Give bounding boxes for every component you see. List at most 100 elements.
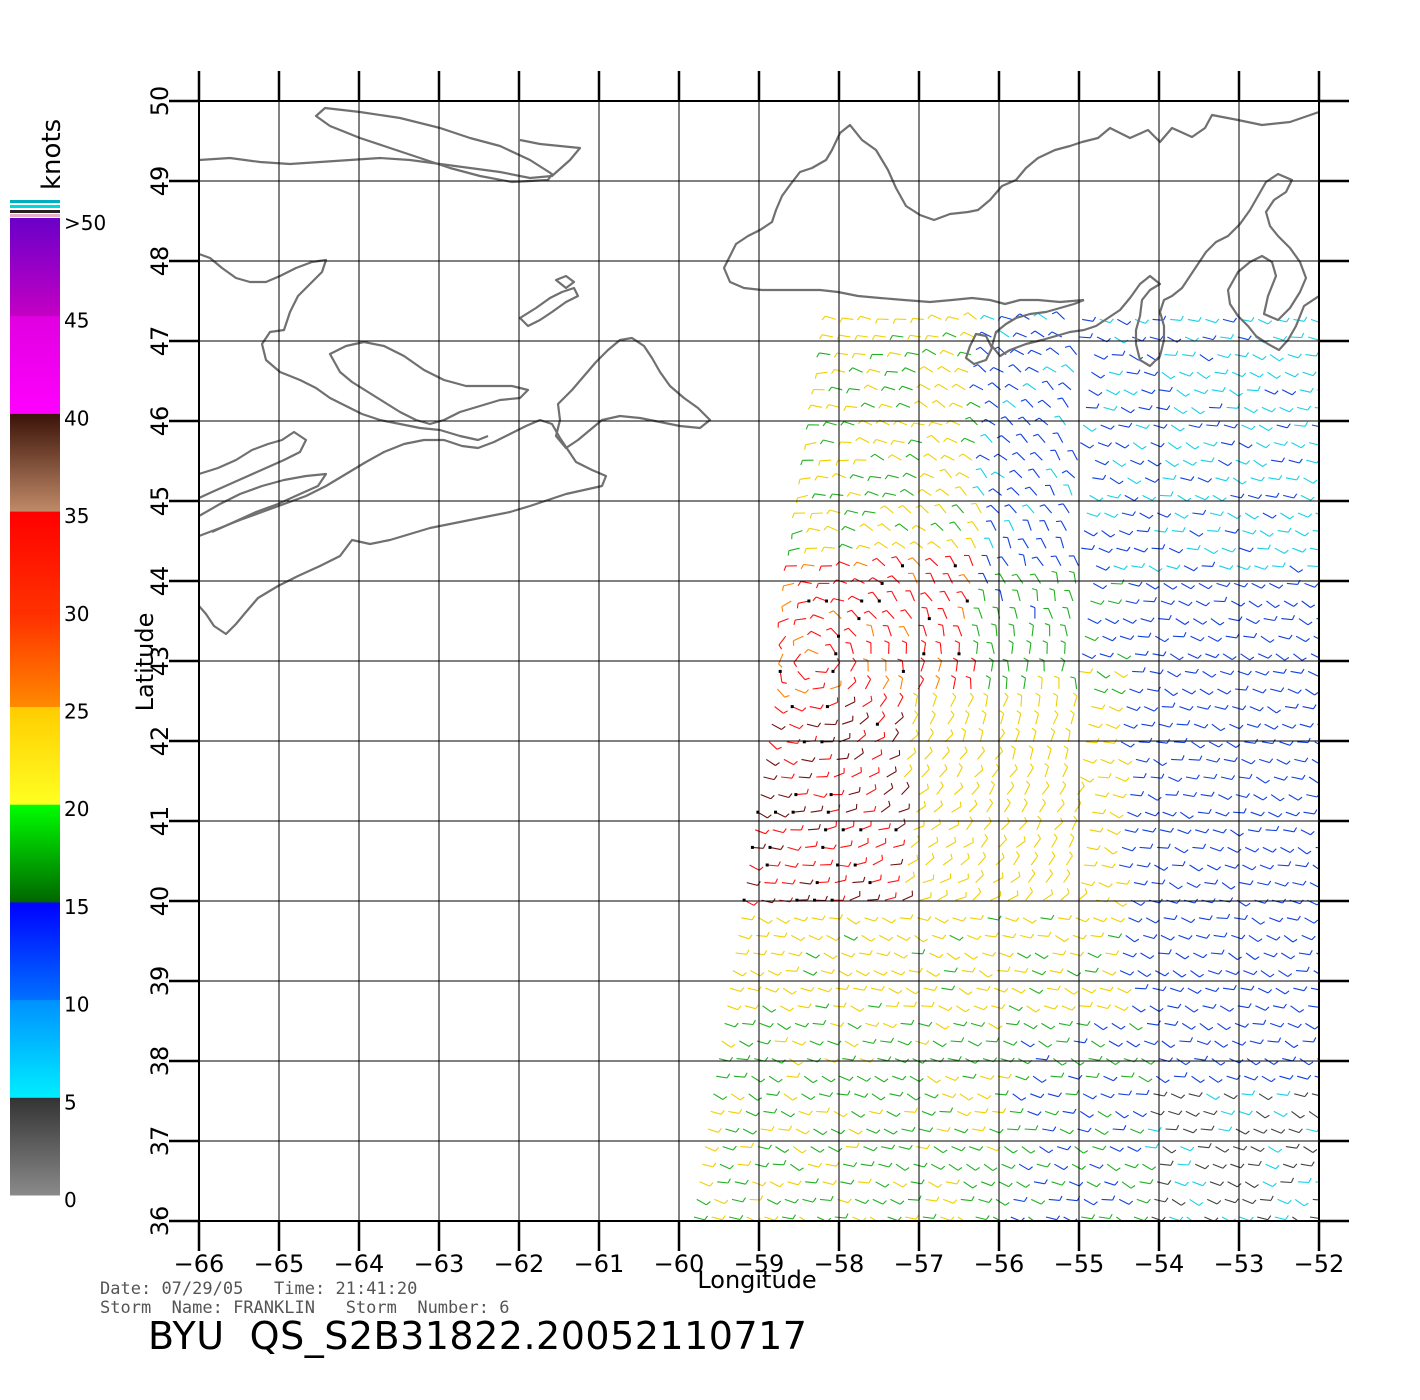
wind-barb-flag <box>802 1041 807 1046</box>
wind-barb-flag <box>874 784 877 790</box>
wind-barb-flag <box>863 658 869 661</box>
wind-barb-flag <box>847 1198 852 1204</box>
wind-barb-flag <box>767 1039 772 1045</box>
wind-barb <box>813 1128 824 1136</box>
wind-barb <box>903 1005 915 1007</box>
wind-barb-flag <box>1234 1198 1239 1204</box>
wind-barb <box>1135 1093 1147 1096</box>
wind-barb-flag <box>1307 1074 1312 1080</box>
wind-barb <box>1082 758 1094 764</box>
wind-barb-flag <box>902 472 907 477</box>
wind-barb <box>968 1146 980 1151</box>
wind-barb-flag <box>1333 583 1336 587</box>
wind-barb <box>1043 520 1050 531</box>
colorbar-label: 40 <box>64 406 89 430</box>
wind-barb-flag <box>832 955 838 960</box>
wind-barb <box>1081 987 1093 994</box>
wind-barb-flag <box>1056 1215 1061 1221</box>
wind-barb <box>776 688 786 698</box>
wind-barb-flag <box>864 1093 869 1098</box>
coast-chaleur-nb <box>199 252 489 442</box>
wind-barb <box>714 1198 725 1205</box>
wind-barb <box>1046 987 1058 991</box>
wind-barb <box>863 523 874 532</box>
wind-barb <box>1110 917 1122 923</box>
wind-barb <box>1294 1198 1305 1207</box>
wind-barb-flag <box>1065 727 1071 732</box>
wind-barb <box>802 864 814 867</box>
wind-barb <box>1051 837 1058 848</box>
wind-barb-flag <box>1286 317 1290 323</box>
wind-barb-flag <box>1100 1043 1106 1048</box>
wind-barb-flag <box>944 316 949 322</box>
wind-barb-flag <box>906 781 910 787</box>
rain-flag <box>957 652 961 656</box>
wind-barb-flag <box>1311 935 1316 941</box>
time-label: Time: <box>274 1279 326 1299</box>
wind-barb <box>755 829 766 835</box>
wind-barb-flag <box>1134 828 1139 833</box>
wind-barb-flag <box>1029 451 1035 455</box>
wind-barb-flag <box>1310 604 1316 608</box>
wind-barb <box>1221 1216 1231 1221</box>
wind-barb-flag <box>858 786 861 792</box>
wind-barb-flag <box>1030 605 1036 609</box>
wind-barb <box>919 896 931 901</box>
wind-barb-flag <box>1288 527 1292 533</box>
wind-barb <box>1068 590 1074 602</box>
wind-barb-flag <box>887 575 893 579</box>
wind-barb <box>1089 1163 1100 1169</box>
wind-barb-flag <box>1163 423 1168 429</box>
wind-barb <box>1045 873 1053 883</box>
wind-barb-flag <box>958 763 963 768</box>
wind-barb <box>843 934 855 941</box>
wind-barb-flag <box>1029 763 1034 769</box>
wind-barb <box>1299 389 1311 393</box>
wind-barb <box>1068 837 1075 848</box>
wind-barb-flag <box>1254 956 1260 960</box>
wind-barb-flag <box>796 966 800 972</box>
wind-barb-flag <box>1304 532 1310 537</box>
wind-barb <box>889 1093 901 1097</box>
wind-barb <box>1164 1022 1176 1026</box>
wind-barb <box>1030 1198 1042 1205</box>
wind-barb <box>1096 1005 1108 1010</box>
wind-barb <box>1154 530 1166 533</box>
wind-barb-flag <box>1327 834 1331 837</box>
wind-barb-flag <box>1105 792 1110 797</box>
wind-barb <box>1107 494 1118 499</box>
wind-barb <box>947 714 955 725</box>
wind-barb <box>736 1058 748 1061</box>
wind-barb-flag <box>966 401 971 407</box>
wind-barb <box>1257 547 1269 550</box>
wind-barb <box>1137 970 1148 978</box>
wind-barb-flag <box>940 454 945 460</box>
wind-barb <box>1159 494 1172 497</box>
wind-barb-flag <box>1198 316 1202 322</box>
wind-barb <box>863 1146 874 1152</box>
wind-barb <box>1120 741 1131 748</box>
wind-barb <box>1261 406 1273 413</box>
wind-barb <box>868 1005 880 1008</box>
wind-barb <box>1281 389 1293 396</box>
wind-barb-flag <box>1061 1062 1067 1066</box>
wind-barb-flag <box>909 541 915 545</box>
wind-barb <box>1275 653 1286 661</box>
wind-barb <box>1239 547 1251 553</box>
wind-barb-flag <box>880 1096 886 1101</box>
y-tick-label: 41 <box>146 806 174 837</box>
wind-barb-flag <box>1150 843 1154 849</box>
rain-flag <box>965 599 969 603</box>
wind-barb-flag <box>1260 811 1265 817</box>
wind-barb-flag <box>1134 938 1140 943</box>
wind-barb <box>1234 354 1246 358</box>
wind-barb-flag <box>1096 1072 1100 1078</box>
wind-barb-flag <box>815 841 818 847</box>
wind-barb <box>1033 838 1041 848</box>
wind-barb-flag <box>1115 390 1121 396</box>
wind-barb-flag <box>1249 880 1254 885</box>
wind-barb <box>977 608 983 619</box>
wind-barb <box>864 679 872 690</box>
wind-barb-flag <box>1252 1199 1257 1204</box>
wind-barb-flag <box>1223 1044 1229 1048</box>
